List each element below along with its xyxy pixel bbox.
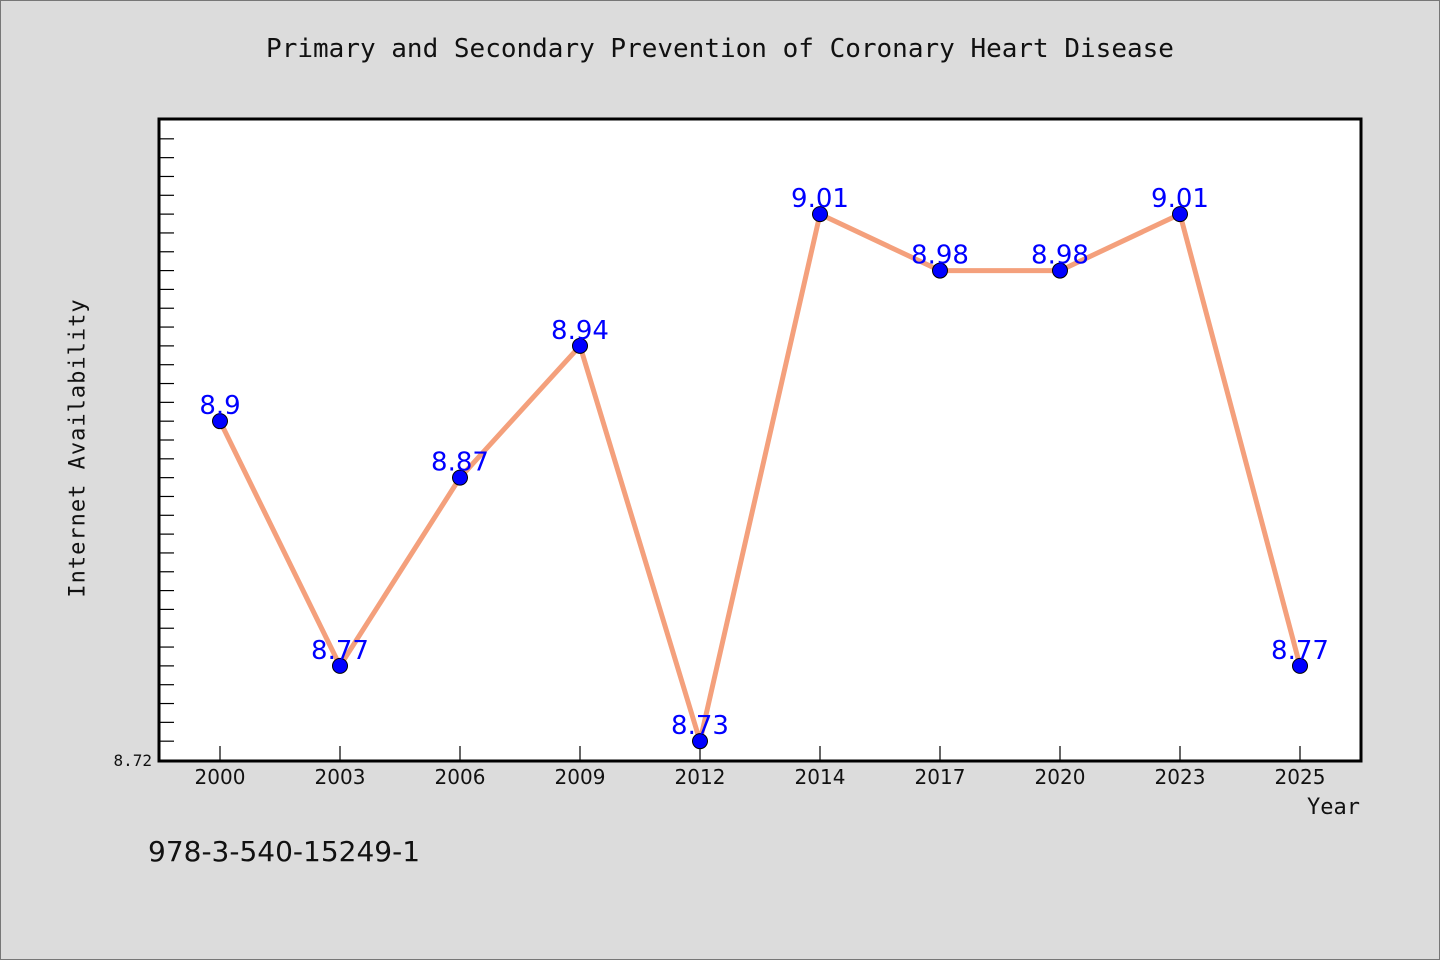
data-labels: 8.9 8.77 8.87 8.94 8.73 9.01 8.98 8.98 9.01 8.77 xyxy=(199,184,1329,741)
x-tick-label: 2025 xyxy=(1275,765,1326,789)
data-label: 8.98 xyxy=(911,241,969,271)
data-label: 9.01 xyxy=(791,184,849,214)
x-tick-label: 2014 xyxy=(795,765,846,789)
data-label: 8.73 xyxy=(671,711,729,741)
y-tick-label: 8.72 xyxy=(113,751,152,770)
series-line xyxy=(217,211,1303,744)
data-point-marker xyxy=(1292,657,1308,674)
x-tick-label: 2020 xyxy=(1035,765,1086,789)
data-label: 8.77 xyxy=(1271,636,1329,666)
x-tick-label: 2017 xyxy=(915,765,966,789)
data-point-marker xyxy=(932,262,948,279)
data-label: 8.94 xyxy=(551,316,609,346)
data-label: 8.98 xyxy=(1031,241,1089,271)
y-ticks: 8.72 xyxy=(113,138,174,770)
data-point-marker xyxy=(1172,206,1188,223)
x-tick-label: 2023 xyxy=(1155,765,1206,789)
data-point-marker xyxy=(692,733,708,750)
x-tick-label: 2009 xyxy=(555,765,606,789)
data-label: 8.87 xyxy=(431,448,489,478)
data-label: 8.9 xyxy=(199,391,240,421)
x-tick-label: 2000 xyxy=(195,765,246,789)
data-point-marker xyxy=(1052,262,1068,279)
footer-code: 978-3-540-15249-1 xyxy=(148,835,421,868)
data-point-marker xyxy=(572,337,588,354)
x-tick-label: 2003 xyxy=(315,765,366,789)
series-lines xyxy=(217,211,1303,744)
plot-area xyxy=(157,117,1363,763)
x-ticks: 2000 2003 2006 2009 2012 2014 2017 2020 2023 2025 xyxy=(195,746,1326,789)
data-point-marker xyxy=(212,413,228,430)
data-label: 9.01 xyxy=(1151,184,1209,214)
chart-title: Primary and Secondary Prevention of Coro… xyxy=(266,34,1174,64)
data-point-marker xyxy=(812,206,828,223)
markers xyxy=(212,206,1308,750)
x-tick-label: 2006 xyxy=(435,765,486,789)
data-point-marker xyxy=(332,657,348,674)
data-label: 8.77 xyxy=(311,636,369,666)
x-axis-label: Year xyxy=(1307,795,1360,820)
data-point-marker xyxy=(452,469,468,486)
x-tick-label: 2012 xyxy=(675,765,726,789)
